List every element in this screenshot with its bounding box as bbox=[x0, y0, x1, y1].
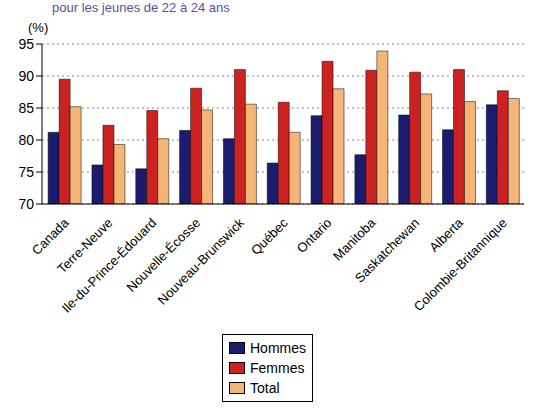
svg-text:Nouveau-Brunswick: Nouveau-Brunswick bbox=[155, 215, 248, 308]
svg-text:85: 85 bbox=[18, 100, 34, 116]
svg-text:Nouvelle-Écosse: Nouvelle-Écosse bbox=[124, 215, 204, 295]
svg-text:70: 70 bbox=[18, 196, 34, 212]
svg-text:Saskatchewan: Saskatchewan bbox=[352, 215, 422, 285]
svg-text:95: 95 bbox=[18, 36, 34, 52]
svg-text:Terre-Neuve: Terre-Neuve bbox=[54, 215, 116, 277]
svg-text:Canada: Canada bbox=[29, 215, 72, 258]
svg-text:Manitoba: Manitoba bbox=[330, 215, 379, 264]
html-text:Total: Total bbox=[250, 380, 280, 396]
svg-text:Colombie-Britannique: Colombie-Britannique bbox=[411, 215, 510, 314]
html-text:Hommes: Hommes bbox=[250, 340, 306, 356]
svg-text:Québec: Québec bbox=[248, 215, 291, 258]
svg-text:Ontario: Ontario bbox=[294, 215, 335, 256]
html-text:Femmes: Femmes bbox=[250, 360, 305, 376]
svg-text:75: 75 bbox=[18, 164, 34, 180]
svg-text:90: 90 bbox=[18, 68, 34, 84]
svg-text:80: 80 bbox=[18, 132, 34, 148]
svg-text:Alberta: Alberta bbox=[426, 215, 466, 255]
svg-text:Ile-du-Prince-Édouard: Ile-du-Prince-Édouard bbox=[58, 215, 160, 316]
html-text:pour les jeunes de 22 à 24 ans: pour les jeunes de 22 à 24 ans bbox=[52, 0, 230, 15]
